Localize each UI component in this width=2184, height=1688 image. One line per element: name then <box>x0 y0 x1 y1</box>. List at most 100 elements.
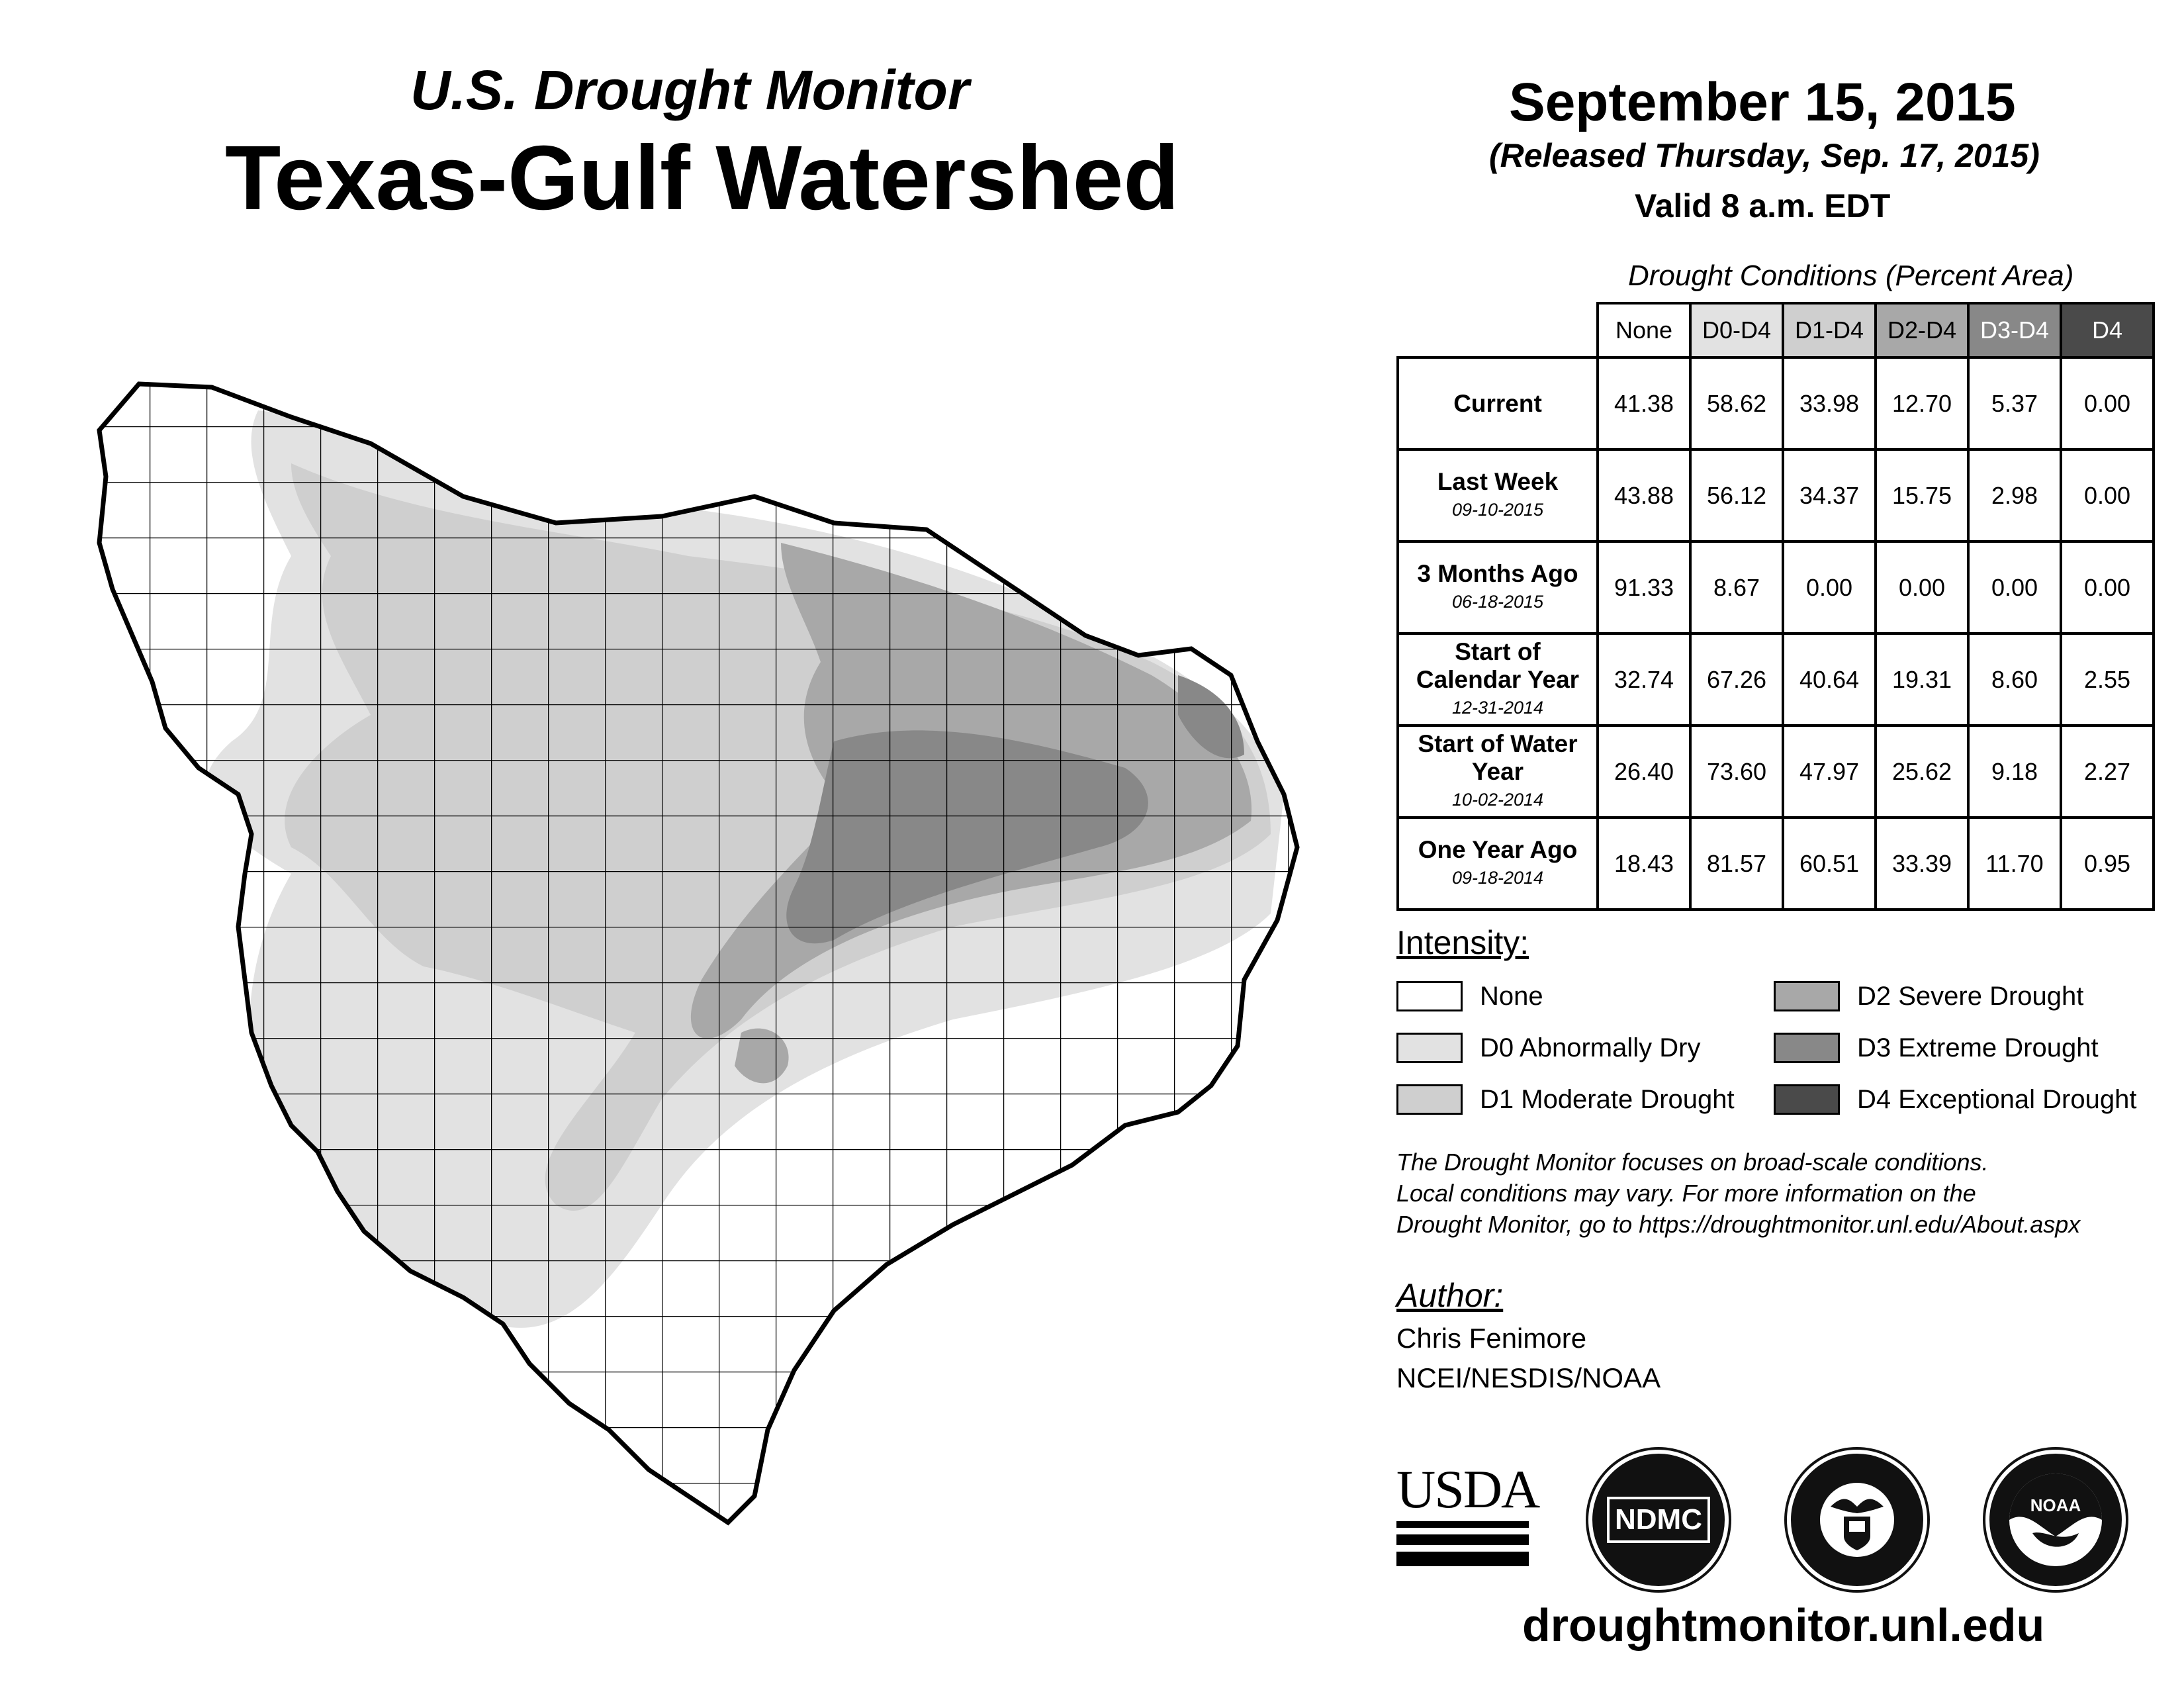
table-cell: 43.88 <box>1596 448 1692 543</box>
legend-item-d1: D1 Moderate Drought <box>1396 1084 1735 1115</box>
table-cell: 0.00 <box>2060 448 2155 543</box>
table-cell: 73.60 <box>1689 724 1784 819</box>
table-cell: 67.26 <box>1689 632 1784 727</box>
table-row: Last Week 09-10-2015 43.88 56.12 34.37 15.75 2… <box>1396 448 2155 543</box>
table-cell: 60.51 <box>1782 816 1877 911</box>
map-date: September 15, 2015 <box>1509 72 2016 132</box>
legend-heading: Intensity: <box>1396 924 1529 961</box>
table-row: One Year Ago 09-18-2014 18.43 81.57 60.51 33.… <box>1396 816 2155 911</box>
row-label-text: One Year Ago <box>1418 835 1578 863</box>
table-cell: 58.62 <box>1689 356 1784 451</box>
legend-label: D4 Exceptional Drought <box>1857 1084 2137 1114</box>
eagle-shield-icon <box>1820 1483 1894 1557</box>
legend-swatch <box>1774 1033 1840 1063</box>
table-cell: 0.00 <box>1874 540 1970 635</box>
note-line: The Drought Monitor focuses on broad-sca… <box>1396 1149 1989 1176</box>
row-date: 06-18-2015 <box>1451 591 1544 612</box>
column-header: D2-D4 <box>1874 302 1970 359</box>
column-header: D3-D4 <box>1967 302 2062 359</box>
row-date: 12-31-2014 <box>1451 697 1544 718</box>
row-label: Current <box>1396 356 1599 451</box>
release-date: (Released Thursday, Sep. 17, 2015) <box>1489 137 2040 174</box>
table-cell: 2.27 <box>2060 724 2155 819</box>
row-label-text: Current <box>1453 389 1542 417</box>
table-cell: 0.00 <box>2060 540 2155 635</box>
table-cell: 40.64 <box>1782 632 1877 727</box>
legend-swatch <box>1396 1033 1463 1063</box>
table-cell: 56.12 <box>1689 448 1784 543</box>
row-label: Start of Water Year 10-02-2014 <box>1396 724 1599 819</box>
row-label: One Year Ago 09-18-2014 <box>1396 816 1599 911</box>
noaa-bird-icon: NOAA <box>2009 1474 2102 1566</box>
table-cell: 19.31 <box>1874 632 1970 727</box>
table-cell: 9.18 <box>1967 724 2062 819</box>
watershed-map <box>93 371 1304 1562</box>
row-label-text: Start of Calendar Year <box>1416 637 1580 693</box>
commerce-seal-logo <box>1787 1450 1927 1590</box>
table-cell: 0.00 <box>2060 356 2155 451</box>
footer-url[interactable]: droughtmonitor.unl.edu <box>1522 1599 2045 1651</box>
column-header: D1-D4 <box>1782 302 1877 359</box>
table-cell: 26.40 <box>1596 724 1692 819</box>
table-cell: 0.95 <box>2060 816 2155 911</box>
table-cell: 18.43 <box>1596 816 1692 911</box>
table-cell: 8.67 <box>1689 540 1784 635</box>
table-cell: 0.00 <box>1782 540 1877 635</box>
table-caption: Drought Conditions (Percent Area) <box>1628 259 2074 292</box>
row-label: Last Week 09-10-2015 <box>1396 448 1599 543</box>
legend-label: D0 Abnormally Dry <box>1480 1033 1701 1062</box>
legend-item-d3: D3 Extreme Drought <box>1774 1033 2099 1063</box>
table-cell: 5.37 <box>1967 356 2062 451</box>
row-label-text: Start of Water Year <box>1418 729 1578 785</box>
legend-item-d0: D0 Abnormally Dry <box>1396 1033 1700 1063</box>
legend-label: D2 Severe Drought <box>1857 981 2084 1011</box>
usda-logo-bar <box>1396 1552 1529 1566</box>
table-cell: 11.70 <box>1967 816 2062 911</box>
author-name: Chris Fenimore <box>1396 1323 1587 1354</box>
author-heading: Author: <box>1396 1277 1504 1314</box>
row-date: 09-18-2014 <box>1451 867 1544 888</box>
legend-swatch <box>1774 1084 1840 1115</box>
table-row: Start of Water Year 10-02-2014 26.40 73.60 4… <box>1396 724 2155 819</box>
legend-label: D1 Moderate Drought <box>1480 1084 1735 1114</box>
usda-logo-bar <box>1396 1534 1529 1545</box>
row-label: 3 Months Ago 06-18-2015 <box>1396 540 1599 635</box>
county-boundaries <box>99 384 1297 1523</box>
valid-time: Valid 8 a.m. EDT <box>1635 187 1891 224</box>
column-header: D4 <box>2060 302 2155 359</box>
map-title: Texas-Gulf Watershed <box>225 127 1179 229</box>
drought-stats-table: None D0-D4 D1-D4 D2-D4 D3-D4 D4 Current 4… <box>1396 302 2155 911</box>
legend-item-d2: D2 Severe Drought <box>1774 981 2083 1011</box>
row-label-text: 3 Months Ago <box>1417 559 1578 587</box>
ndmc-logo: NDMC <box>1588 1450 1729 1590</box>
row-date: 10-02-2014 <box>1451 789 1544 810</box>
table-cell: 33.98 <box>1782 356 1877 451</box>
note-line: Drought Monitor, go to https://droughtmo… <box>1396 1211 2081 1238</box>
table-cell: 2.98 <box>1967 448 2062 543</box>
table-corner <box>1398 303 1598 359</box>
table-cell: 81.57 <box>1689 816 1784 911</box>
usda-logo: USDA <box>1396 1459 1540 1566</box>
noaa-logo: NOAA <box>1985 1450 2126 1590</box>
usda-logo-text: USDA <box>1396 1459 1540 1519</box>
legend-swatch <box>1396 1084 1463 1115</box>
ndmc-logo-text: NDMC <box>1607 1497 1710 1543</box>
table-cell: 0.00 <box>1967 540 2062 635</box>
table-cell: 47.97 <box>1782 724 1877 819</box>
note-line: Local conditions may vary. For more info… <box>1396 1180 1976 1207</box>
column-header: None <box>1596 302 1692 359</box>
table-cell: 8.60 <box>1967 632 2062 727</box>
column-header: D0-D4 <box>1689 302 1784 359</box>
monitor-subtitle: U.S. Drought Monitor <box>410 59 970 121</box>
row-label-text: Last Week <box>1437 467 1559 495</box>
legend-label: None <box>1480 981 1543 1011</box>
table-cell: 2.55 <box>2060 632 2155 727</box>
table-cell: 15.75 <box>1874 448 1970 543</box>
legend-swatch <box>1774 981 1840 1011</box>
noaa-logo-text: NOAA <box>2030 1495 2081 1515</box>
table-cell: 91.33 <box>1596 540 1692 635</box>
legend-item-d4: D4 Exceptional Drought <box>1774 1084 2136 1115</box>
row-date: 09-10-2015 <box>1451 499 1544 520</box>
table-cell: 34.37 <box>1782 448 1877 543</box>
table-cell: 32.74 <box>1596 632 1692 727</box>
